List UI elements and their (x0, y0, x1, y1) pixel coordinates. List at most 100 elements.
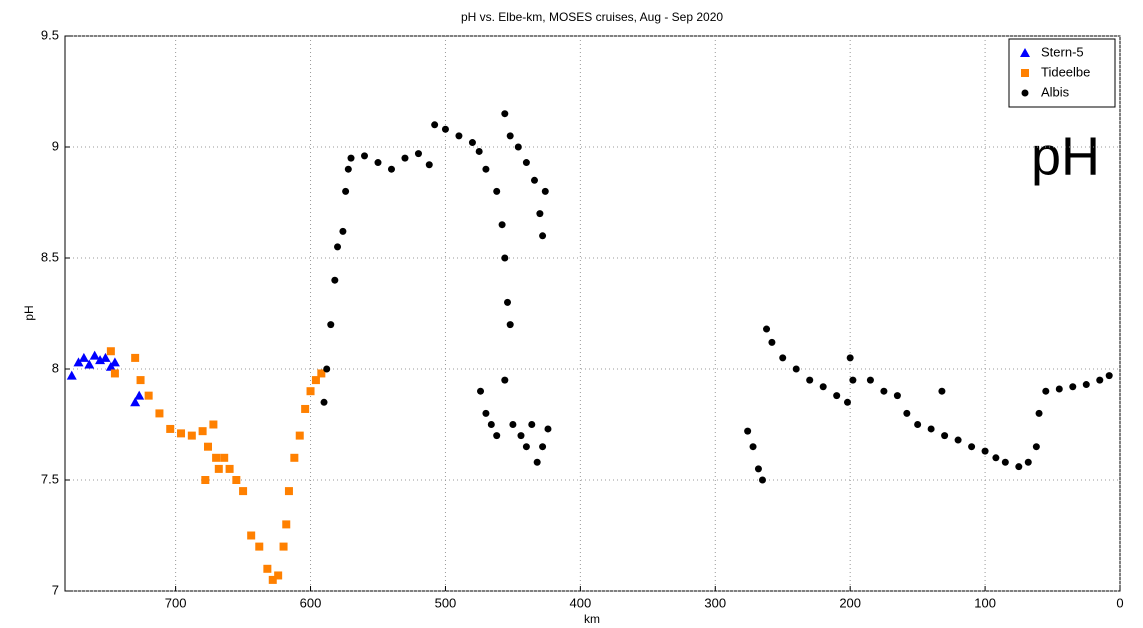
x-tick-label: 0 (1116, 595, 1123, 610)
point (274, 571, 283, 580)
point (768, 338, 776, 346)
x-axis-label: km (584, 612, 600, 626)
point (744, 427, 752, 435)
point (754, 465, 762, 473)
point (431, 121, 439, 129)
point (290, 453, 299, 462)
point (187, 431, 196, 440)
point (941, 432, 949, 440)
point (539, 443, 547, 451)
point (792, 365, 800, 373)
point (295, 431, 304, 440)
point (517, 432, 525, 440)
point (501, 376, 509, 384)
legend-marker (1020, 48, 1030, 57)
point (239, 487, 248, 496)
y-axis-label: pH (22, 305, 36, 320)
legend-marker (1021, 69, 1029, 77)
point (833, 392, 841, 400)
point (225, 464, 234, 473)
y-tick-label: 7 (52, 582, 59, 597)
point (893, 392, 901, 400)
point (414, 150, 422, 158)
point (509, 421, 517, 428)
point (992, 454, 1000, 462)
point (506, 321, 514, 329)
point (541, 187, 549, 195)
point (1055, 385, 1063, 393)
point (282, 520, 291, 529)
point (806, 376, 814, 384)
y-tick-label: 9.5 (41, 27, 59, 42)
point (78, 352, 89, 362)
point (1001, 458, 1009, 466)
x-tick-label: 200 (839, 595, 861, 610)
point (220, 453, 229, 462)
point (131, 353, 140, 362)
point (73, 357, 84, 367)
point (212, 453, 221, 462)
point (320, 398, 328, 406)
point (361, 152, 369, 160)
point (1015, 463, 1023, 471)
point (504, 298, 512, 306)
point (232, 476, 241, 484)
point (342, 187, 350, 195)
point (374, 159, 382, 167)
point (506, 132, 514, 140)
point (1024, 458, 1032, 466)
point (334, 243, 342, 251)
point (533, 458, 541, 466)
point (106, 347, 115, 356)
point (155, 409, 164, 418)
point (284, 487, 293, 496)
annotation: pH (1031, 126, 1100, 186)
point (455, 132, 463, 140)
point (177, 429, 186, 438)
point (110, 369, 119, 378)
point (1096, 376, 1104, 384)
point (204, 442, 213, 451)
point (981, 447, 989, 455)
point (493, 432, 501, 440)
point (539, 232, 547, 240)
x-tick-label: 700 (165, 595, 187, 610)
point (749, 443, 757, 451)
x-tick-label: 100 (974, 595, 996, 610)
legend-label: Tideelbe (1041, 64, 1090, 79)
point (109, 357, 120, 367)
point (843, 398, 851, 406)
point (1035, 409, 1043, 417)
point (968, 443, 976, 451)
point (247, 531, 256, 540)
point (522, 159, 530, 167)
point (482, 165, 490, 173)
point (758, 476, 766, 484)
point (880, 387, 888, 395)
point (522, 443, 530, 451)
point (866, 376, 874, 384)
point (1032, 443, 1040, 451)
point (327, 321, 335, 329)
plot-frame (64, 35, 1121, 592)
legend-label: Albis (1041, 84, 1070, 99)
point (401, 154, 409, 162)
point (528, 421, 536, 428)
point (482, 409, 490, 417)
legend-label: Stern-5 (1041, 44, 1084, 59)
point (530, 176, 538, 184)
point (84, 359, 95, 369)
point (268, 575, 277, 584)
point (487, 421, 495, 428)
point (214, 464, 223, 473)
point (914, 421, 922, 428)
point (468, 139, 476, 147)
point (501, 254, 509, 262)
point (954, 436, 962, 444)
point (311, 376, 320, 385)
point (1042, 387, 1050, 395)
point (493, 187, 501, 195)
point (255, 542, 264, 551)
point (331, 276, 339, 284)
